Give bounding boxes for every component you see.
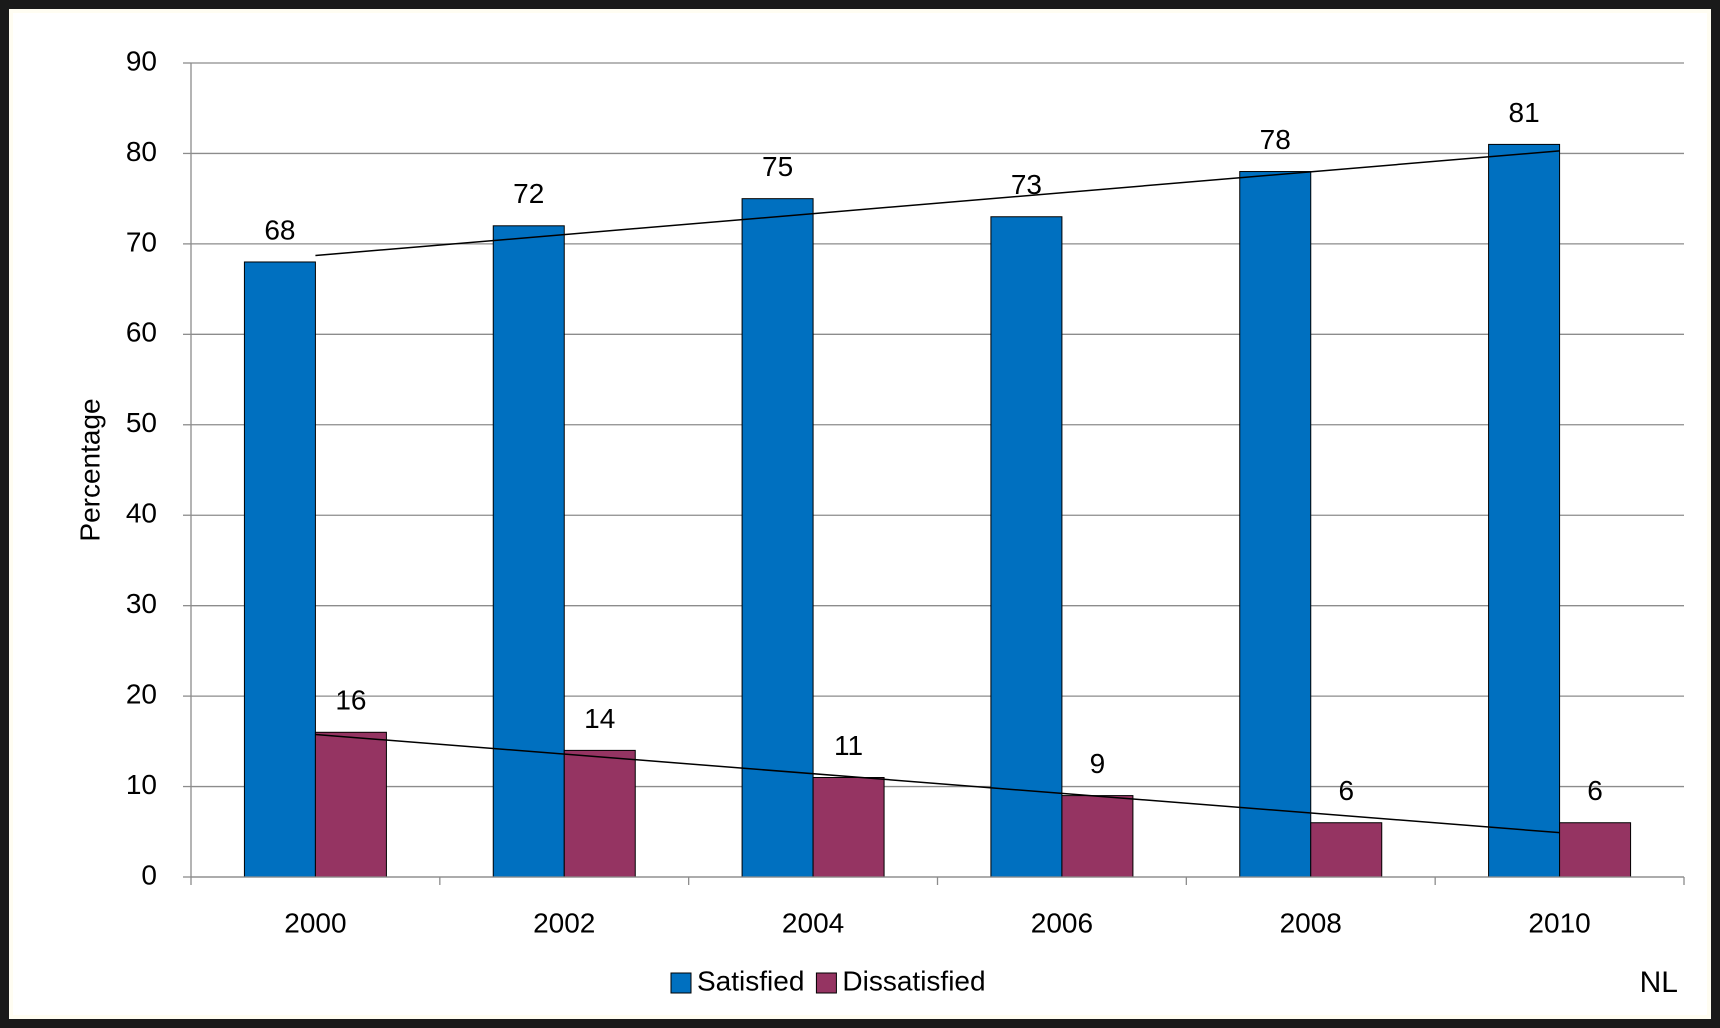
bar bbox=[243, 261, 316, 878]
value-label: 6 bbox=[1587, 775, 1603, 806]
bar bbox=[990, 216, 1063, 878]
x-tick-label: 2004 bbox=[782, 907, 844, 938]
bar bbox=[741, 198, 814, 878]
value-label: 78 bbox=[1260, 124, 1291, 155]
bar bbox=[563, 749, 636, 878]
x-tick-label: 2000 bbox=[284, 907, 346, 938]
bar bbox=[1559, 822, 1632, 878]
legend-swatch bbox=[815, 972, 837, 994]
value-label: 72 bbox=[513, 178, 544, 209]
legend-label: Dissatisfied bbox=[842, 965, 985, 996]
bar bbox=[1061, 795, 1134, 878]
y-tick-label: 40 bbox=[126, 498, 157, 529]
y-tick-label: 90 bbox=[126, 45, 157, 76]
value-label: 75 bbox=[762, 151, 793, 182]
y-tick-label: 20 bbox=[126, 679, 157, 710]
value-label: 9 bbox=[1090, 748, 1106, 779]
x-tick-label: 2010 bbox=[1528, 907, 1590, 938]
bar bbox=[812, 777, 885, 878]
x-tick-label: 2008 bbox=[1280, 907, 1342, 938]
bar bbox=[1488, 143, 1561, 878]
y-tick-label: 10 bbox=[126, 769, 157, 800]
value-label: 68 bbox=[264, 214, 295, 245]
value-label: 14 bbox=[584, 703, 615, 734]
value-label: 6 bbox=[1338, 775, 1354, 806]
x-tick-label: 2002 bbox=[533, 907, 595, 938]
y-axis-title: Percentage bbox=[74, 398, 105, 541]
value-label: 11 bbox=[834, 730, 863, 761]
y-tick-label: 60 bbox=[126, 317, 157, 348]
y-tick-label: 70 bbox=[126, 226, 157, 257]
bar bbox=[1310, 822, 1383, 878]
bar bbox=[314, 731, 387, 878]
trend-line bbox=[315, 150, 1560, 257]
y-tick-label: 50 bbox=[126, 407, 157, 438]
legend-swatch bbox=[670, 972, 692, 994]
y-tick-label: 30 bbox=[126, 588, 157, 619]
y-tick-label: 80 bbox=[126, 136, 157, 167]
y-tick-label: 0 bbox=[141, 859, 157, 890]
annotation: NL bbox=[1640, 966, 1678, 999]
value-label: 16 bbox=[335, 685, 366, 716]
value-label: 81 bbox=[1509, 97, 1540, 128]
legend-label: Satisfied bbox=[697, 965, 804, 996]
bar bbox=[1239, 171, 1312, 878]
x-tick-label: 2006 bbox=[1031, 907, 1093, 938]
trend-line bbox=[315, 733, 1560, 834]
bar bbox=[492, 225, 565, 878]
